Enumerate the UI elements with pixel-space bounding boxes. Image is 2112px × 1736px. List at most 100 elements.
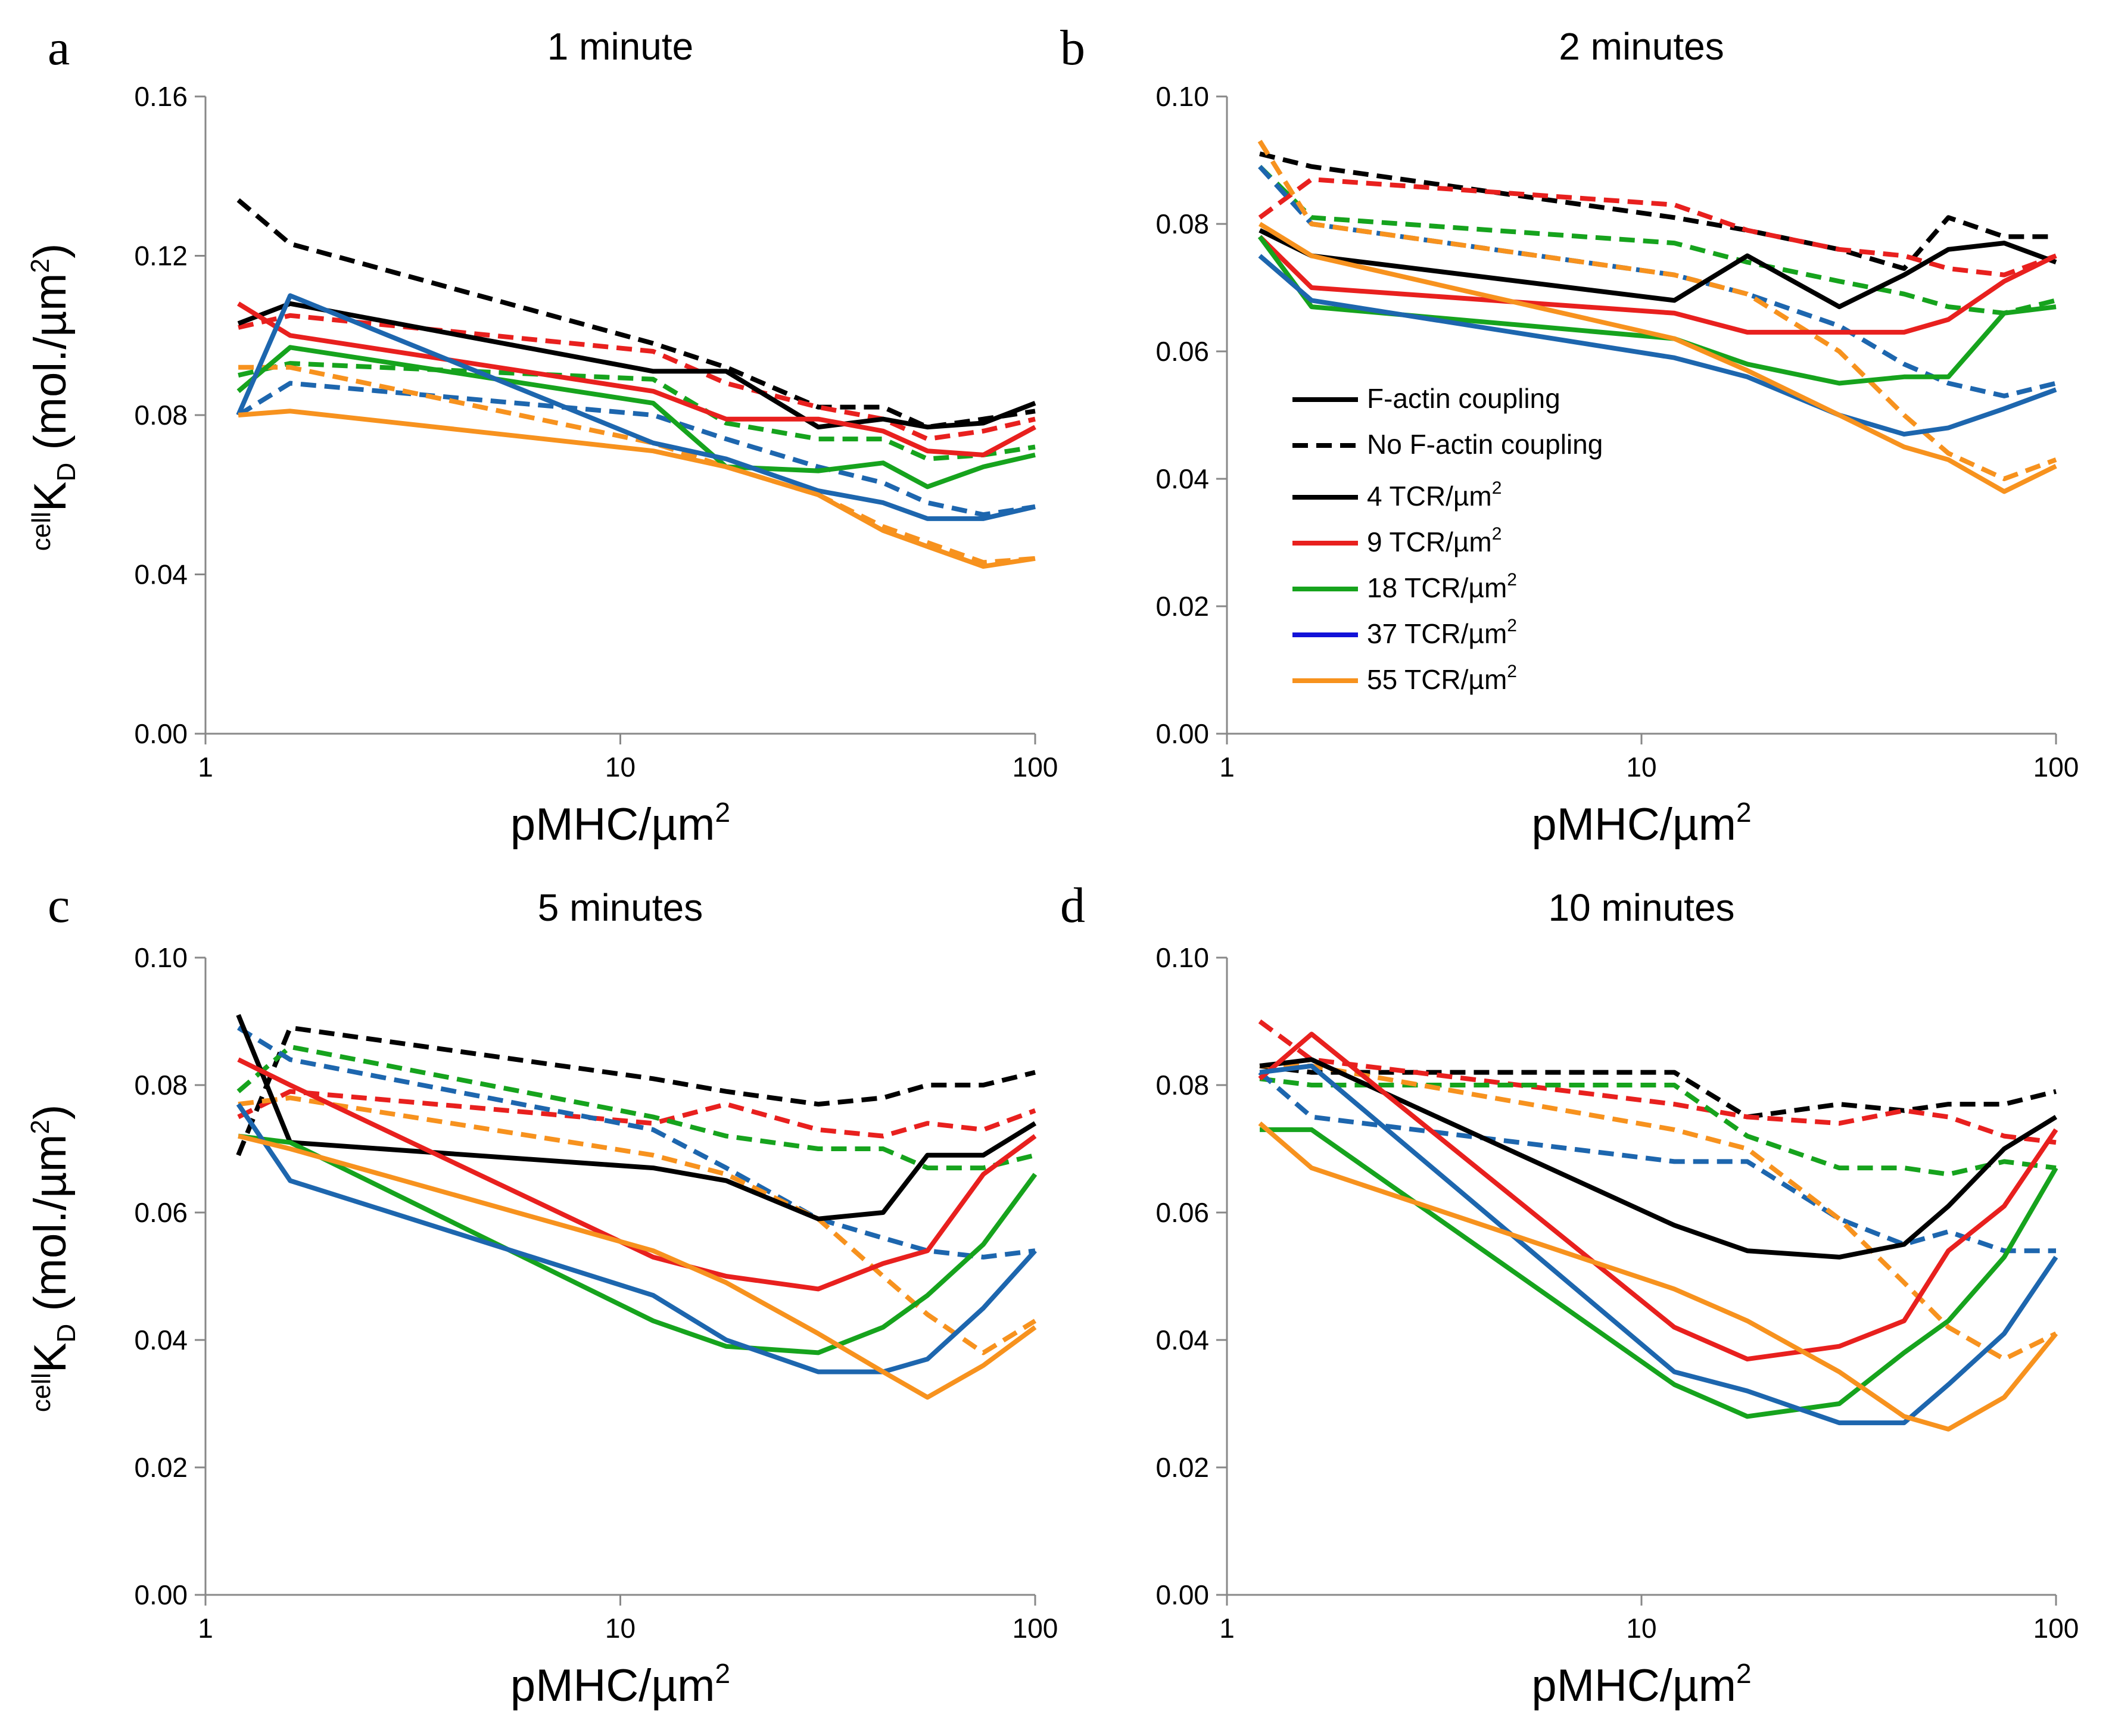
x-axis-label: pMHC/µm2: [510, 797, 730, 850]
series-line-9-uncoupled: [1258, 1019, 2057, 1145]
legend-label-text: 9 TCR/µm: [1367, 526, 1492, 557]
y-tick-label: 0.02: [1155, 1452, 1209, 1483]
legend-label: 55 TCR/µm2: [1367, 662, 1517, 695]
series-line-4-uncoupled: [1259, 151, 2056, 271]
legend-label-sup: 2: [1492, 478, 1502, 498]
x-tick-label: 1: [198, 752, 213, 783]
series-line-37-coupled: [1259, 1063, 2058, 1426]
series-line-4-coupled: [1259, 228, 2057, 310]
y-tick-label: 0.00: [134, 1579, 188, 1610]
legend-label: 18 TCR/µm2: [1367, 570, 1517, 603]
y-tick-label: 0.04: [134, 1324, 188, 1355]
panel-d: d 10 minutes 0.00 0.02 0.04 0.06 0.08 0.10 1 10 10…: [1060, 878, 2079, 1711]
y-axis-label-pre: cell: [27, 1373, 56, 1412]
series-line-9-uncoupled: [237, 1089, 1036, 1139]
y-tick-label: 0.08: [134, 400, 188, 431]
series-line-37-uncoupled: [237, 381, 1036, 518]
series-line-37-uncoupled: [1258, 1070, 2056, 1254]
series-line-9-coupled: [1258, 235, 2057, 335]
y-axis-label: cellKD (mol./µm2): [25, 244, 81, 551]
x-tick-label: 100: [1013, 1613, 1058, 1644]
y-axis-label-main: K: [25, 482, 76, 512]
legend-label-text: 4 TCR/µm: [1367, 481, 1492, 512]
y-axis-label-sup: 2: [26, 1120, 55, 1134]
y-tick-label: 0.06: [1155, 1197, 1209, 1228]
x-tick-label: 10: [1626, 1613, 1656, 1644]
legend-label-text: 55 TCR/µm: [1367, 664, 1507, 695]
legend-label-text: 18 TCR/µm: [1367, 572, 1507, 603]
y-tick-label: 0.04: [1155, 463, 1209, 494]
legend-label: 9 TCR/µm2: [1367, 524, 1502, 557]
series-line-9-uncoupled: [1258, 177, 2057, 278]
y-tick-label: 0.04: [1155, 1324, 1209, 1355]
series-line-55-coupled: [238, 1133, 1037, 1400]
panel-a: a 1 minute 0.00 0.04 0.08 0.12 0.16 1 10 100 pMHC/…: [25, 20, 1058, 850]
series-line-18-coupled: [238, 1133, 1038, 1355]
series-line-18-uncoupled: [236, 1044, 1036, 1171]
panel-letter: b: [1060, 20, 1085, 76]
panel-title: 10 minutes: [1548, 886, 1734, 929]
x-tick-label: 10: [605, 1613, 636, 1644]
y-axis-label-end: ): [25, 1105, 76, 1120]
x-tick-label: 1: [1219, 752, 1235, 783]
x-axis-label-text: pMHC/µm: [1531, 1660, 1736, 1711]
x-tick-label: 1: [198, 1613, 213, 1644]
x-axis-label-sup: 2: [1736, 1658, 1752, 1689]
series-line-18-coupled: [236, 345, 1036, 490]
y-tick-label: 0.06: [134, 1197, 188, 1228]
series-line-4-uncoupled: [236, 1025, 1036, 1157]
series-line-55-uncoupled: [1260, 1063, 2057, 1362]
series-line-55-coupled: [238, 409, 1036, 569]
y-tick-label: 0.08: [1155, 1070, 1209, 1101]
x-axis-label-text: pMHC/µm: [1531, 799, 1736, 850]
y-axis-label-end: ): [25, 244, 76, 258]
y-axis-label-sub: D: [52, 463, 81, 482]
y-tick-label: 0.00: [1155, 718, 1209, 749]
series-line-4-coupled: [236, 1014, 1037, 1221]
y-axis-label-pre: cell: [27, 512, 56, 551]
y-tick-label: 0.10: [1155, 942, 1209, 973]
legend-label: 4 TCR/µm2: [1367, 478, 1502, 512]
x-axis-label-sup: 2: [1736, 797, 1752, 828]
x-tick-label: 10: [1626, 752, 1656, 783]
x-axis-label-sup: 2: [715, 797, 730, 828]
y-axis-label-main: K: [25, 1343, 76, 1373]
y-tick-label: 0.16: [134, 81, 188, 112]
series-line-18-coupled: [1260, 1127, 2058, 1419]
y-tick-label: 0.00: [134, 718, 188, 749]
y-axis-label-sub: D: [52, 1324, 81, 1343]
series-line-55-uncoupled: [238, 364, 1036, 565]
legend-label: No F-actin coupling: [1367, 429, 1603, 460]
panel-c: c 5 minutes 0.00 0.02 0.04 0.06 0.08 0.10 1 10 100…: [25, 878, 1058, 1711]
x-tick-label: 100: [1013, 752, 1058, 783]
series-line-18-uncoupled: [1258, 164, 2057, 316]
series-line-4-uncoupled: [1259, 1063, 2057, 1120]
series-line-37-uncoupled: [1258, 165, 2057, 398]
series-line-37-coupled: [236, 293, 1036, 521]
x-tick-label: 10: [605, 752, 636, 783]
series-line-4-coupled: [237, 301, 1036, 430]
series-line-37-coupled: [236, 1102, 1037, 1375]
series-line-9-coupled: [237, 1057, 1037, 1292]
legend-label-sup: 2: [1507, 570, 1517, 590]
y-tick-label: 0.02: [134, 1452, 188, 1483]
y-axis-label-sup: 2: [26, 258, 55, 273]
legend-label-sup: 2: [1507, 616, 1517, 635]
y-tick-label: 0.04: [134, 559, 188, 590]
x-tick-label: 100: [2033, 752, 2079, 783]
panel-letter: d: [1060, 878, 1085, 933]
y-axis-label: cellKD (mol./µm2): [25, 1105, 81, 1413]
legend-label-sup: 2: [1507, 662, 1517, 681]
x-axis-label: pMHC/µm2: [510, 1658, 730, 1711]
y-tick-label: 0.06: [1155, 336, 1209, 367]
series-line-37-uncoupled: [237, 1026, 1036, 1260]
y-tick-label: 0.00: [1155, 1579, 1209, 1610]
y-axis-label-post: (mol./µm: [25, 273, 76, 463]
series-line-18-uncoupled: [238, 361, 1036, 462]
x-axis-label-text: pMHC/µm: [510, 1660, 715, 1711]
series-line-9-coupled: [1258, 1031, 2058, 1362]
x-axis-label: pMHC/µm2: [1531, 1658, 1751, 1711]
y-tick-label: 0.10: [1155, 81, 1209, 112]
series-line-55-coupled: [1258, 1121, 2058, 1432]
